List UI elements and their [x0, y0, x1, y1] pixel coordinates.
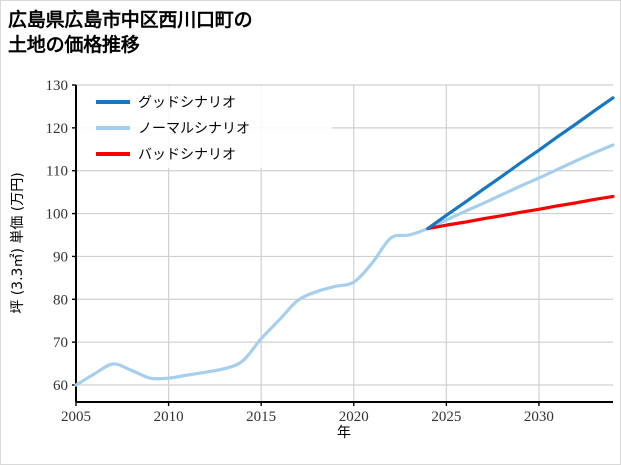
x-axis-title: 年 [337, 425, 351, 441]
x-tick-label-2015: 2015 [246, 409, 276, 425]
legend-label-1: ノーマルシナリオ [138, 121, 250, 137]
x-tick-label-2030: 2030 [524, 409, 554, 425]
y-tick-label-120: 120 [46, 121, 69, 137]
y-tick-label-80: 80 [53, 292, 68, 308]
legend-label-0: グッドシナリオ [138, 95, 236, 111]
y-tick-label-130: 130 [46, 78, 69, 94]
y-axis-ticks: 60 70 80 90 100 110 120 130 [46, 78, 76, 394]
y-tick-label-110: 110 [46, 164, 68, 180]
x-tick-label-2005: 2005 [61, 409, 91, 425]
x-tick-label-2020: 2020 [339, 409, 369, 425]
series-line-normal [74, 143, 615, 387]
series-line-bad [426, 194, 615, 231]
series-line-good [426, 96, 615, 231]
legend-label-2: バッドシナリオ [138, 147, 236, 163]
x-axis-ticks: 2005 2010 2015 2020 2025 2030 [61, 402, 554, 425]
y-tick-label-70: 70 [53, 335, 68, 351]
y-tick-label-60: 60 [53, 378, 68, 394]
x-tick-label-2010: 2010 [154, 409, 184, 425]
x-tick-label-2025: 2025 [431, 409, 461, 425]
y-tick-label-100: 100 [46, 207, 69, 223]
data-series-group [74, 96, 615, 387]
page-title: 広島県広島市中区西川口町の 土地の価格推移 [8, 9, 253, 57]
y-tick-label-90: 90 [53, 249, 68, 265]
y-axis-title: 坪 (3.3㎡) 単価 (万円) [10, 172, 26, 313]
